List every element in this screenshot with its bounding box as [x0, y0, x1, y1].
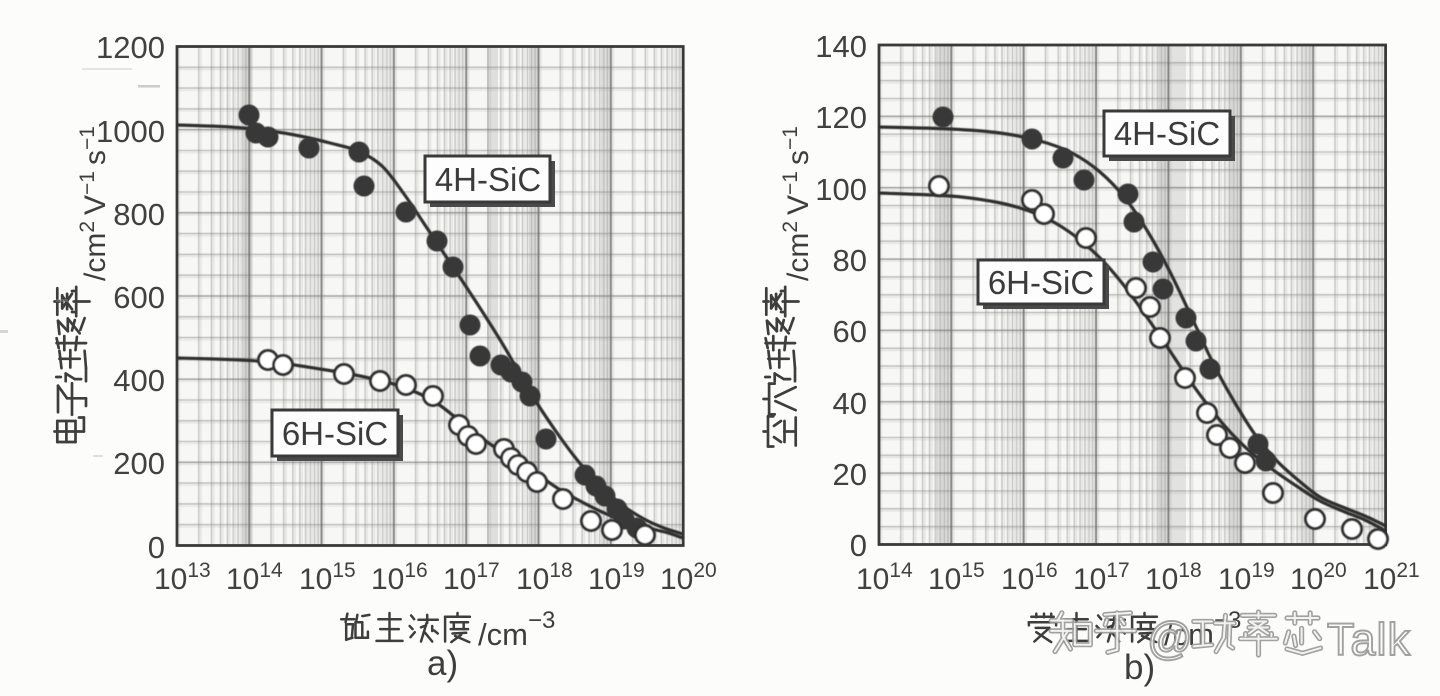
svg-text:120: 120	[815, 100, 867, 135]
svg-text:b): b)	[1124, 648, 1155, 687]
svg-text:800: 800	[113, 197, 165, 232]
svg-text:40: 40	[833, 386, 867, 421]
svg-text:0: 0	[850, 528, 867, 563]
svg-text:4H-SiC: 4H-SiC	[435, 161, 541, 198]
svg-text:140: 140	[815, 29, 867, 64]
svg-text:/cm2 V−1 s−1: /cm2 V−1 s−1	[779, 126, 815, 281]
svg-text:1016: 1016	[371, 559, 428, 596]
svg-text:60: 60	[833, 314, 867, 349]
svg-text:100: 100	[815, 172, 867, 207]
svg-text:@: @	[1147, 613, 1193, 664]
svg-text:600: 600	[113, 280, 165, 315]
svg-text:Talk: Talk	[1327, 614, 1411, 665]
svg-text:1200: 1200	[96, 30, 165, 65]
svg-text:/cm2 V−1 s−1: /cm2 V−1 s−1	[76, 126, 112, 281]
svg-text:6H-SiC: 6H-SiC	[282, 415, 388, 452]
svg-text:400: 400	[113, 363, 165, 398]
svg-text:200: 200	[113, 446, 165, 481]
svg-text:4H-SiC: 4H-SiC	[1114, 115, 1220, 152]
svg-text:1018: 1018	[1145, 559, 1202, 596]
svg-text:80: 80	[833, 243, 867, 278]
svg-text:1019: 1019	[1218, 559, 1275, 596]
svg-text:1000: 1000	[96, 114, 165, 149]
svg-text:1020: 1020	[1290, 559, 1347, 596]
svg-text:a): a)	[427, 644, 458, 683]
svg-text:0: 0	[148, 530, 165, 565]
svg-text:6H-SiC: 6H-SiC	[988, 264, 1094, 301]
svg-text:20: 20	[833, 457, 867, 492]
